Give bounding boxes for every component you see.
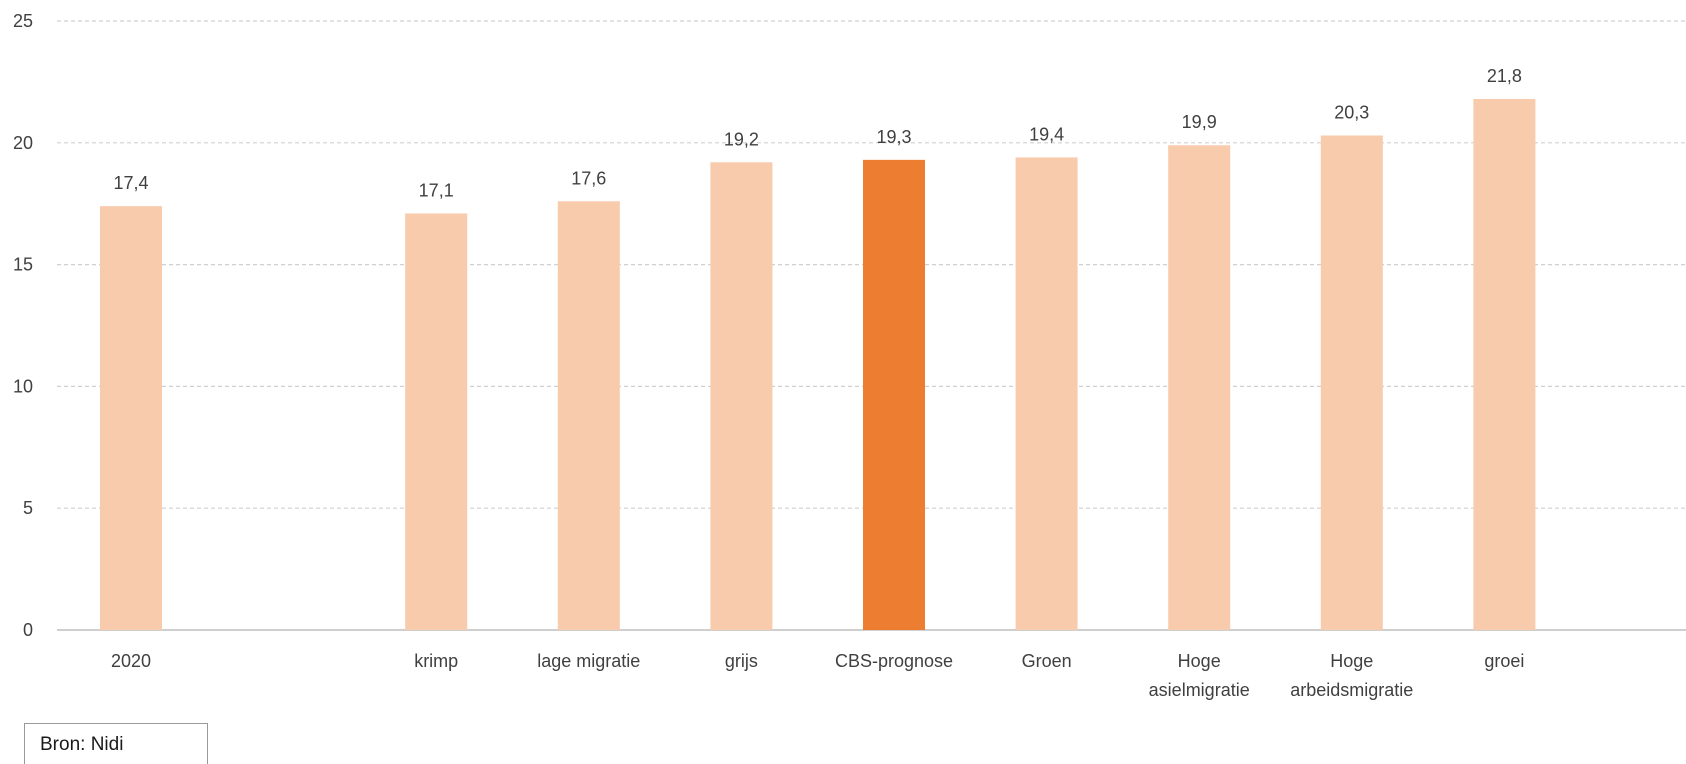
category-label: Hoge	[1330, 651, 1373, 671]
bar	[1168, 145, 1231, 630]
bar	[557, 201, 620, 631]
bar	[710, 162, 773, 630]
y-tick-label: 10	[13, 376, 33, 396]
category-label: krimp	[414, 651, 458, 671]
category-label: asielmigratie	[1149, 680, 1250, 700]
bar	[405, 213, 468, 630]
y-tick-label: 5	[23, 498, 33, 518]
y-tick-label: 0	[23, 620, 33, 640]
category-labels: 2020 krimp lage migratie grijs CBS-prognose G…	[111, 651, 1524, 700]
bar	[1320, 135, 1383, 630]
bar	[863, 159, 925, 631]
data-label: 17,4	[113, 173, 148, 193]
data-label: 19,9	[1182, 112, 1217, 132]
bar	[100, 206, 162, 631]
data-label: 19,4	[1029, 124, 1064, 144]
bar	[1015, 157, 1078, 630]
data-label: 17,1	[419, 180, 454, 200]
data-labels: 17,4 17,1 17,6 19,2 19,3 19,4 19,9 20,3 21,8	[113, 66, 1521, 200]
data-label: 21,8	[1487, 66, 1522, 86]
category-label: CBS-prognose	[835, 651, 953, 671]
bar	[1473, 98, 1536, 630]
category-label: Hoge	[1178, 651, 1221, 671]
source-note: Bron: Nidi	[24, 723, 208, 764]
category-label: 2020	[111, 651, 151, 671]
data-label: 19,3	[876, 127, 911, 147]
data-label: 20,3	[1334, 102, 1369, 122]
category-label: grijs	[725, 651, 758, 671]
category-label: lage migratie	[537, 651, 640, 671]
y-axis-ticks: 0 5 10 15 20 25	[13, 11, 33, 640]
bars	[100, 98, 1536, 631]
y-tick-label: 20	[13, 133, 33, 153]
y-tick-label: 15	[13, 255, 33, 275]
y-tick-label: 25	[13, 11, 33, 31]
data-label: 17,6	[571, 168, 606, 188]
source-label: Bron: Nidi	[40, 734, 124, 755]
category-label: Groen	[1022, 651, 1072, 671]
category-label: groei	[1484, 651, 1524, 671]
data-label: 19,2	[724, 129, 759, 149]
category-label: arbeidsmigratie	[1290, 680, 1413, 700]
